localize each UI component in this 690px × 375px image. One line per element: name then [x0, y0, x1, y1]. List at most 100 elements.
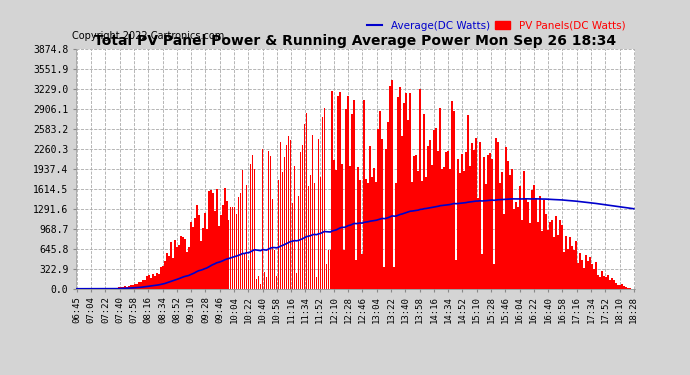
Bar [144, 280, 146, 289]
Bar [282, 172, 284, 289]
Bar [607, 274, 609, 289]
Bar [617, 285, 619, 289]
Bar [473, 150, 475, 289]
Bar [306, 112, 307, 289]
Bar [349, 166, 351, 289]
Bar [288, 136, 289, 289]
Bar [393, 267, 395, 289]
Legend: Average(DC Watts), PV Panels(DC Watts): Average(DC Watts), PV Panels(DC Watts) [362, 17, 629, 35]
Bar [156, 273, 157, 289]
Bar [317, 139, 319, 289]
Bar [342, 164, 343, 289]
Bar [505, 147, 507, 289]
Bar [122, 286, 124, 289]
Bar [483, 157, 485, 289]
Bar [162, 267, 164, 289]
Bar [499, 183, 501, 289]
Bar [579, 254, 581, 289]
Bar [154, 276, 156, 289]
Bar [299, 152, 302, 289]
Bar [402, 136, 403, 289]
Bar [625, 287, 627, 289]
Bar [509, 176, 511, 289]
Bar [130, 285, 132, 289]
Bar [404, 104, 405, 289]
Bar [413, 156, 415, 289]
Bar [531, 190, 533, 289]
Bar [581, 260, 583, 289]
Bar [172, 258, 174, 289]
Bar [201, 228, 204, 289]
Bar [583, 268, 585, 289]
Bar [395, 183, 397, 289]
Bar [415, 155, 417, 289]
Bar [310, 176, 311, 289]
Bar [371, 177, 373, 289]
Bar [555, 216, 557, 289]
Bar [353, 99, 355, 289]
Bar [497, 142, 499, 289]
Bar [181, 237, 184, 289]
Bar [324, 108, 325, 289]
Bar [537, 222, 539, 289]
Bar [455, 260, 457, 289]
Bar [259, 284, 262, 289]
Bar [132, 285, 134, 289]
Bar [333, 160, 335, 289]
Bar [627, 288, 629, 289]
Bar [442, 169, 443, 289]
Bar [557, 235, 559, 289]
Bar [377, 129, 380, 289]
Bar [362, 254, 363, 289]
Bar [577, 263, 579, 289]
Bar [348, 96, 349, 289]
Bar [257, 276, 259, 289]
Bar [563, 252, 565, 289]
Bar [457, 159, 459, 289]
Bar [481, 255, 483, 289]
Bar [228, 220, 230, 289]
Bar [529, 223, 531, 289]
Bar [467, 116, 469, 289]
Bar [407, 120, 409, 289]
Text: Copyright 2022 Cartronics.com: Copyright 2022 Cartronics.com [72, 32, 225, 41]
Bar [180, 236, 181, 289]
Bar [575, 241, 577, 289]
Bar [611, 278, 613, 289]
Bar [603, 276, 604, 289]
Bar [386, 149, 387, 289]
Bar [435, 128, 437, 289]
Bar [545, 214, 547, 289]
Bar [331, 91, 333, 289]
Bar [431, 165, 433, 289]
Bar [501, 172, 503, 289]
Bar [210, 190, 212, 289]
Bar [461, 154, 463, 289]
Bar [148, 275, 150, 289]
Bar [186, 252, 188, 289]
Bar [256, 279, 257, 289]
Bar [339, 92, 342, 289]
Bar [322, 117, 324, 289]
Bar [359, 180, 362, 289]
Bar [250, 164, 251, 289]
Bar [400, 87, 401, 289]
Bar [221, 205, 224, 289]
Bar [503, 214, 505, 289]
Bar [252, 155, 253, 289]
Bar [268, 151, 269, 289]
Bar [417, 171, 419, 289]
Bar [200, 241, 201, 289]
Bar [116, 288, 118, 289]
Bar [128, 286, 130, 289]
Bar [477, 198, 479, 289]
Bar [164, 261, 166, 289]
Bar [335, 170, 337, 289]
Bar [158, 274, 159, 289]
Bar [313, 183, 315, 289]
Bar [517, 207, 519, 289]
Bar [190, 222, 192, 289]
Bar [623, 286, 624, 289]
Bar [567, 249, 569, 289]
Bar [188, 248, 190, 289]
